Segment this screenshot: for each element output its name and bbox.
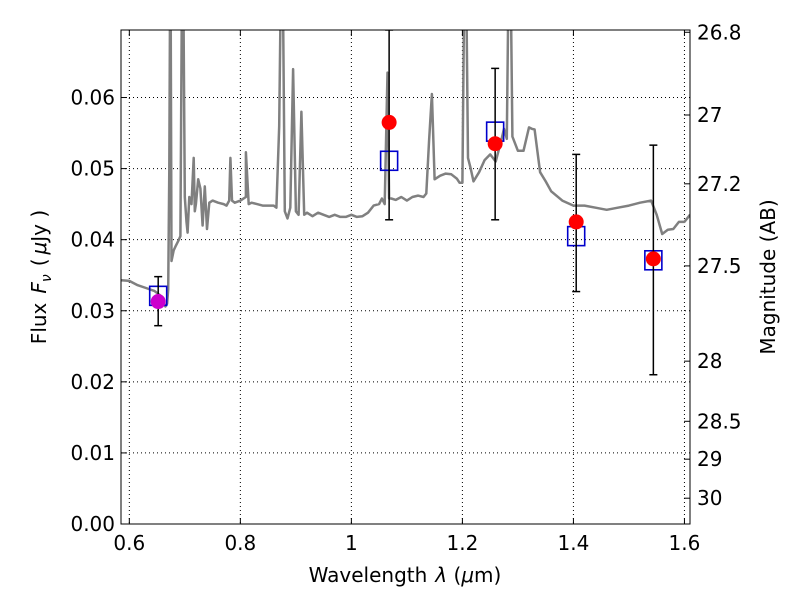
magnitude-tick-label: 28.5 <box>697 409 742 433</box>
y-tick-label: 0.04 <box>70 228 115 252</box>
x-tick-label: 0.6 <box>113 531 145 555</box>
y-tick-label: 0.03 <box>70 299 115 323</box>
grid-lines <box>121 30 690 525</box>
magnitude-tick-label: 27.2 <box>697 172 742 196</box>
y-axis-label: FluxFν(μJy ) <box>27 210 55 344</box>
x-tick-label: 1.2 <box>446 531 478 555</box>
y-tick-label: 0.02 <box>70 370 115 394</box>
y-tick-label: 0.00 <box>70 512 115 536</box>
magnitude-axis-label: Magnitude (AB) <box>756 199 780 354</box>
x-tick-label: 1 <box>345 531 358 555</box>
x-axis-ticks: 0.6 0.8 1 1.2 1.4 1.6 <box>113 30 700 555</box>
template-spectrum-line <box>121 30 690 308</box>
x-tick-label: 0.8 <box>224 531 256 555</box>
y-tick-label: 0.01 <box>70 441 115 465</box>
magnitude-tick-label: 26.8 <box>697 20 742 44</box>
observed-flux-point <box>568 214 584 230</box>
magnitude-tick-label: 28 <box>697 349 722 373</box>
x-tick-label: 1.6 <box>669 531 701 555</box>
magnitude-axis-ticks: 26.8 27 27.2 27.5 28 28.5 29 30 <box>684 20 742 510</box>
magnitude-tick-label: 27 <box>697 103 722 127</box>
y-tick-label: 0.05 <box>70 157 115 181</box>
observed-flux-point <box>381 114 397 130</box>
magnitude-tick-label: 30 <box>697 486 722 510</box>
spectrum-layer <box>121 30 690 308</box>
y-axis-ticks: 0.00 0.01 0.02 0.03 0.04 0.05 0.06 <box>70 86 127 536</box>
x-tick-label: 1.4 <box>558 531 590 555</box>
photometry-points <box>148 30 663 376</box>
y-tick-label: 0.06 <box>70 86 115 110</box>
observed-flux-point <box>150 294 166 310</box>
x-axis-label: Wavelength λ (μm) <box>309 563 502 587</box>
observed-flux-point <box>487 136 503 152</box>
observed-flux-point <box>645 251 661 267</box>
magnitude-tick-label: 27.5 <box>697 254 742 278</box>
plot-frame <box>120 29 691 525</box>
magnitude-tick-label: 29 <box>697 447 722 471</box>
